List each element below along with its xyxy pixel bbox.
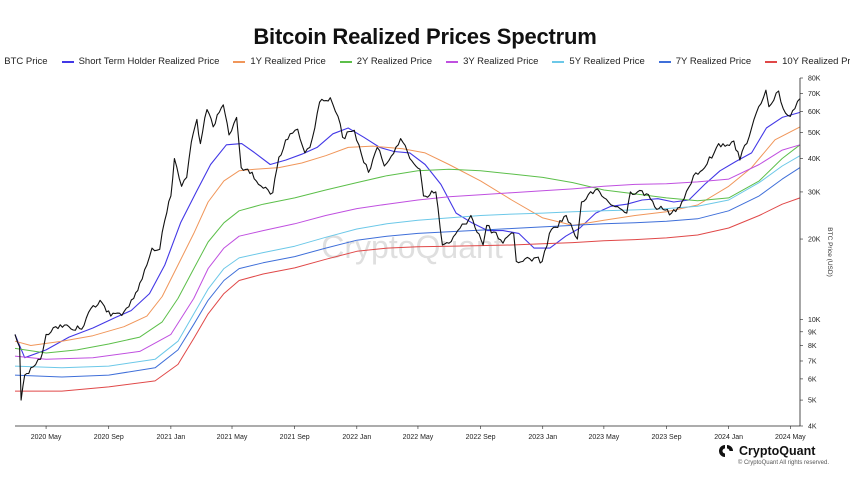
cryptoquant-logo-icon — [719, 445, 733, 457]
chart-title: Bitcoin Realized Prices Spectrum — [253, 24, 597, 49]
legend-item-btc-price[interactable]: BTC Price — [0, 56, 48, 67]
x-tick-label: 2020 Sep — [94, 434, 124, 441]
series-line-10y-realized-price — [15, 197, 801, 392]
legend-label: 7Y Realized Price — [675, 56, 752, 67]
legend-swatch — [446, 60, 459, 63]
y-axis-label: BTC Price (USD) — [826, 227, 833, 276]
x-tick-label: 2021 Sep — [280, 434, 310, 441]
x-tick-label: 2021 May — [217, 434, 248, 441]
brand-logo: CryptoQuant — [718, 444, 815, 458]
legend-item-2y-realized-price[interactable]: 2Y Realized Price — [339, 56, 433, 67]
legend: BTC Price Short Term Holder Realized Pric… — [0, 56, 850, 67]
x-tick-label: 2022 Sep — [466, 434, 496, 441]
legend-item-3y-realized-price[interactable]: 3Y Realized Price — [446, 56, 538, 67]
series-line-btc-price — [14, 89, 801, 401]
legend-swatch — [339, 60, 352, 63]
series-line-5y-realized-price — [14, 155, 801, 369]
series-line-2y-realized-price — [14, 144, 801, 354]
y-tick-label: 7K — [808, 358, 817, 365]
legend-swatch — [552, 60, 565, 63]
legend-item-1y-realized-price[interactable]: 1Y Realized Price — [233, 56, 326, 67]
y-tick-label: 80K — [808, 76, 821, 83]
legend-label: 5Y Realized Price — [569, 56, 645, 67]
legend-label: 3Y Realized Price — [463, 56, 539, 67]
y-tick-label: 6K — [808, 376, 817, 383]
x-tick-label: 2022 Jan — [342, 434, 371, 441]
x-tick-label: 2021 Jan — [156, 434, 185, 441]
copyright-text: © CryptoQuant All rights reserved. — [737, 460, 829, 466]
legend-label: 1Y Realized Price — [250, 56, 326, 67]
legend-label: BTC Price — [4, 56, 48, 67]
y-tick-label: 10K — [808, 317, 821, 324]
x-tick-label: 2020 May — [31, 434, 62, 441]
y-tick-label: 60K — [808, 109, 821, 116]
x-tick-label: 2024 Jan — [714, 434, 743, 441]
series-layer — [14, 89, 801, 401]
y-tick-label: 4K — [808, 424, 817, 431]
legend-swatch — [61, 60, 74, 63]
y-tick-label: 9K — [808, 329, 817, 336]
y-tick-label: 40K — [808, 156, 821, 163]
x-tick-label: 2022 May — [403, 434, 434, 441]
y-tick-label: 70K — [808, 91, 821, 98]
legend-swatch — [765, 60, 778, 63]
x-tick-label: 2023 Sep — [652, 434, 682, 441]
legend-item-5y-realized-price[interactable]: 5Y Realized Price — [552, 56, 645, 67]
y-tick-label: 8K — [808, 343, 817, 350]
legend-item-10y-realized-price[interactable]: 10Y Realized Price — [765, 56, 850, 67]
legend-item-7y-realized-price[interactable]: 7Y Realized Price — [658, 56, 752, 67]
axis-layer: 4K 5K 6K 7K 8K 9K 10K 20K 30K 40K 50K 60K 70K 80K 2020… — [15, 76, 821, 441]
legend-item-short-term-holder-realized-price[interactable]: Short Term Holder Realized Price — [61, 56, 220, 67]
legend-label: 10Y Realized Price — [782, 56, 850, 67]
x-tick-label: 2023 Jan — [528, 434, 557, 441]
legend-label: 2Y Realized Price — [356, 56, 433, 67]
series-line-short-term-holder-realized-price — [14, 111, 801, 359]
y-tick-label: 50K — [808, 130, 821, 137]
series-line-3y-realized-price — [14, 144, 801, 360]
y-tick-label: 30K — [808, 189, 821, 196]
x-tick-label: 2024 May — [775, 434, 806, 441]
legend-label: Short Term Holder Realized Price — [78, 56, 220, 67]
brand-name: CryptoQuant — [739, 444, 816, 458]
series-line-7y-realized-price — [14, 167, 801, 378]
y-tick-label: 20K — [808, 237, 821, 244]
series-line-1y-realized-price — [14, 126, 801, 346]
legend-swatch — [233, 60, 246, 63]
x-tick-label: 2023 May — [589, 434, 620, 441]
legend-swatch — [658, 60, 671, 63]
y-tick-label: 5K — [808, 398, 817, 405]
